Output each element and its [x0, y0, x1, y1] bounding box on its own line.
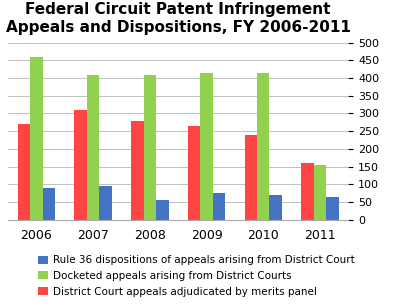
Title: Federal Circuit Patent Infringement
Appeals and Dispositions, FY 2006-2011: Federal Circuit Patent Infringement Appe…: [6, 2, 351, 34]
Bar: [18, 124, 30, 220]
Bar: [269, 195, 282, 220]
Legend: Rule 36 dispositions of appeals arising from District Court, Docketed appeals ar: Rule 36 dispositions of appeals arising …: [38, 255, 355, 297]
Bar: [30, 57, 43, 220]
Bar: [131, 120, 144, 220]
Bar: [200, 73, 213, 220]
Bar: [326, 197, 339, 220]
Bar: [75, 110, 87, 220]
Bar: [156, 200, 168, 220]
Bar: [314, 165, 326, 220]
Bar: [257, 73, 269, 220]
Bar: [43, 188, 55, 220]
Bar: [213, 193, 225, 220]
Bar: [99, 186, 112, 220]
Bar: [245, 135, 257, 220]
Bar: [144, 74, 156, 220]
Bar: [188, 126, 200, 220]
Bar: [301, 163, 314, 220]
Bar: [87, 74, 99, 220]
